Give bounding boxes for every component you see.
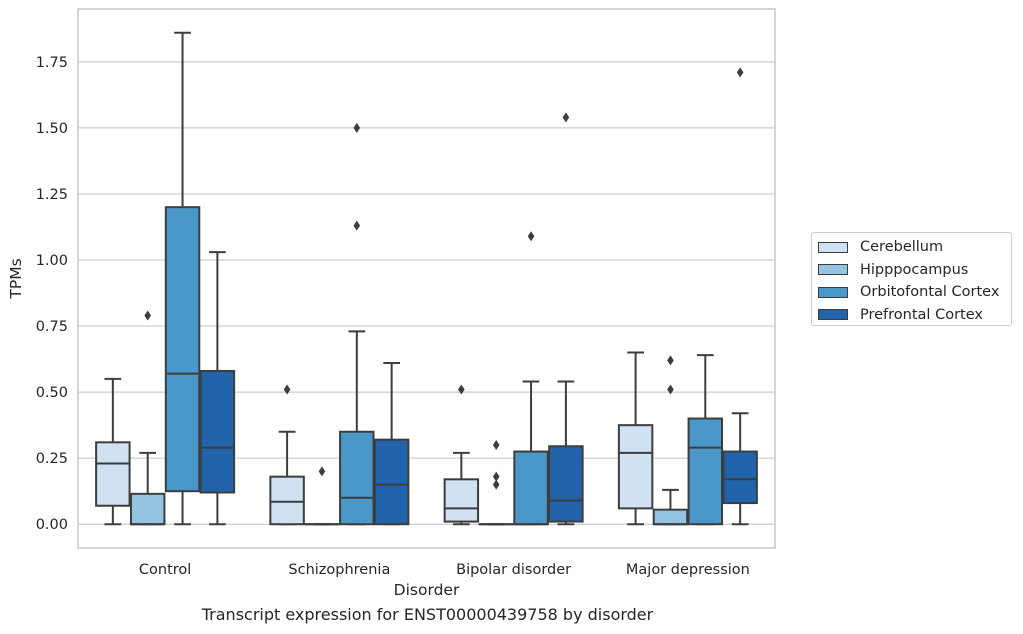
box-1-1 [304,466,340,526]
box-iqr [722,450,758,505]
x-tick-label-0: Control [139,562,191,578]
outlier-0 [283,384,291,395]
y-tick-label-6: 1.50 [36,121,68,137]
box-iqr [443,478,480,523]
box-iqr [548,445,584,523]
legend-item-orbitofrontal-cortex: Orbitofontal Cortex [818,281,1011,304]
box-3-2 [548,112,584,526]
plot-frame [77,8,776,549]
box-3-3 [722,67,758,526]
outlier-1 [353,122,361,133]
box-1-2 [478,439,514,526]
y-tick-label-4: 1.00 [36,253,68,269]
x-tick-label-1: Schizophrenia [288,562,390,578]
legend-label-prefrontal-cortex: Prefrontal Cortex [860,306,983,323]
outlier-0 [144,310,151,321]
box-1-3 [652,355,689,526]
box-1-0 [129,310,166,526]
legend-label-cerebellum: Cerebellum [860,239,944,256]
y-tick-labels: 0.00 0.25 0.50 0.75 1.00 1.25 1.50 1.75 [36,55,68,533]
box-0-0 [95,377,131,526]
box-0-3 [617,351,654,526]
y-tick-label-1: 0.25 [36,451,68,467]
outlier-0 [736,67,744,78]
y-axis-title: TPMs [7,258,25,299]
legend-item-hippocampus: Hipppocampus [818,259,1011,282]
legend-swatch-prefrontal-cortex [818,309,848,321]
box-3-1 [373,362,410,526]
legend-item-cerebellum: Cerebellum [818,236,1011,259]
outlier-0 [353,220,361,231]
box-iqr [652,508,689,526]
x-tick-label-3: Major depression [626,562,750,578]
box-iqr [687,417,724,526]
legend-swatch-hippocampus [818,264,848,276]
y-tick-label-2: 0.50 [36,385,68,401]
legend-item-prefrontal-cortex: Prefrontal Cortex [818,304,1011,327]
y-tick-label-0: 0.00 [36,517,68,533]
outlier-0 [318,466,326,477]
outlier-0 [562,112,570,123]
box-iqr [513,450,549,526]
box-iqr [617,424,654,510]
x-axis-title: Disorder [394,581,460,599]
outlier-0 [458,384,465,395]
y-tick-label-5: 1.25 [36,187,68,203]
outlier-2 [492,439,500,450]
box-iqr [129,492,166,526]
box-iqr [164,206,201,493]
outlier-1 [667,355,674,366]
outlier-1 [492,471,500,482]
legend-swatch-orbitofrontal-cortex [818,286,848,298]
chart-title: Transcript expression for ENST0000043975… [201,605,654,624]
legend: Cerebellum Hipppocampus Orbitofontal Cor… [811,232,1012,326]
box-iqr [95,441,131,507]
outlier-0 [527,231,535,242]
outlier-0 [492,479,500,490]
y-tick-label-3: 0.75 [36,319,68,335]
box-2-2 [513,231,549,526]
legend-swatch-cerebellum [818,241,848,253]
box-iqr [339,430,375,526]
box-3-0 [199,251,236,526]
box-plot-marks [95,31,758,526]
box-iqr [373,438,410,526]
x-tick-labels: Control Schizophrenia Bipolar disorder Majo… [139,562,750,578]
box-iqr [199,369,236,494]
legend-label-orbitofrontal-cortex: Orbitofontal Cortex [860,284,1000,301]
box-2-0 [164,31,201,526]
outlier-0 [667,384,674,395]
box-2-1 [339,122,375,526]
y-tick-label-7: 1.75 [36,55,68,71]
box-2-3 [687,354,724,526]
box-iqr [269,475,305,526]
legend-label-hippocampus: Hipppocampus [860,261,969,278]
x-tick-label-2: Bipolar disorder [456,562,571,578]
box-0-2 [443,384,480,526]
box-0-1 [269,384,305,526]
